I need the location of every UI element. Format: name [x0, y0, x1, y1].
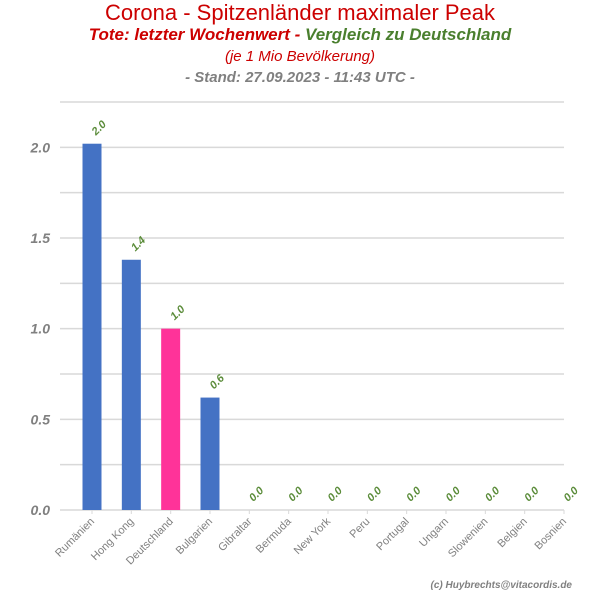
x-tick-label: Peru [348, 516, 373, 541]
data-label: 0.6 [208, 372, 228, 392]
x-tick-label: New York [292, 515, 334, 557]
x-tick-label: Gibraltar [216, 515, 255, 554]
data-label: 0.0 [286, 484, 306, 504]
subtitle-red: Tote: letzter Wochenwert - [88, 25, 306, 44]
x-tick-label: Portugal [374, 516, 411, 553]
data-label: 0.0 [365, 484, 385, 504]
credit: (c) Huybrechts@vitacordis.de [430, 580, 572, 591]
y-tick-label: 1.5 [31, 230, 51, 246]
x-tick-label: Bermuda [254, 515, 295, 556]
data-label: 0.0 [444, 484, 464, 504]
data-label: 2.0 [89, 118, 110, 139]
x-tick-label: Bosnien [533, 516, 570, 553]
subtitle-green: Vergleich zu Deutschland [305, 25, 512, 44]
data-label: 0.0 [247, 484, 267, 504]
chart-timestamp: - Stand: 27.09.2023 - 11:43 UTC - [185, 69, 415, 86]
x-tick-label: Slowenien [446, 516, 490, 560]
bar [161, 328, 181, 510]
bar [200, 397, 220, 510]
data-label: 0.0 [326, 484, 346, 504]
x-tick-label: Belgien [495, 516, 529, 550]
y-tick-label: 0.0 [31, 502, 51, 518]
data-label: 1.0 [168, 303, 188, 323]
chart-title: Corona - Spitzenländer maximaler Peak [104, 0, 496, 25]
y-tick-label: 1.0 [31, 321, 51, 337]
y-tick-label: 0.5 [31, 411, 51, 427]
data-label: 0.0 [483, 484, 503, 504]
data-label: 0.0 [522, 484, 542, 504]
y-tick-label: 2.0 [30, 139, 51, 155]
data-label: 0.0 [404, 484, 424, 504]
x-tick-label: Ungarn [417, 516, 451, 550]
bar [82, 143, 102, 510]
data-label: 0.0 [562, 484, 582, 504]
chart-subtitle: Tote: letzter Wochenwert - Vergleich zu … [0, 25, 600, 45]
x-tick-label: Bulgarien [174, 516, 215, 557]
bar [121, 259, 141, 510]
chart-note: (je 1 Mio Bevölkerung) [224, 48, 376, 65]
